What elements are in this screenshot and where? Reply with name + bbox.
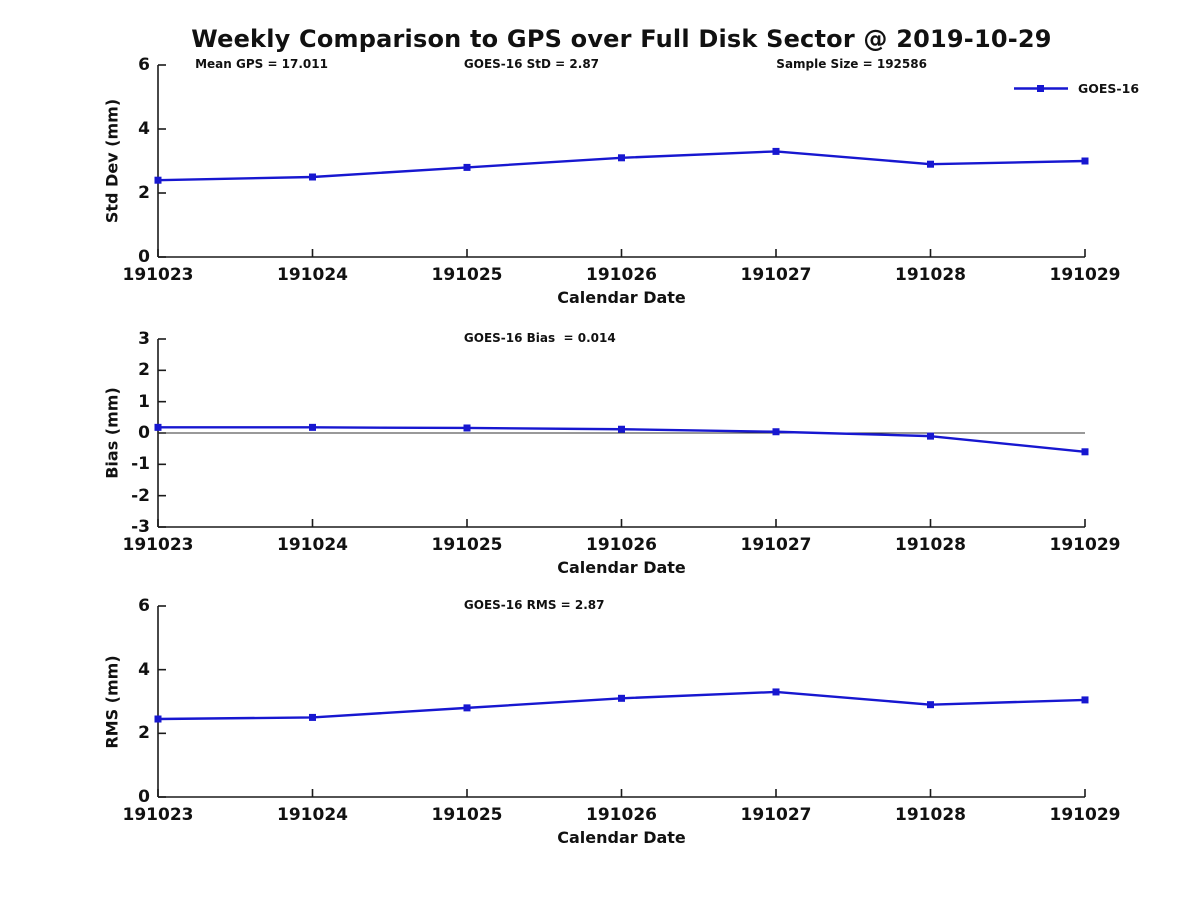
x-tick-label: 191025: [431, 805, 503, 825]
data-point-marker: [772, 147, 780, 155]
y-tick-label: 2: [138, 183, 150, 203]
x-axis-title: Calendar Date: [557, 828, 686, 847]
x-tick-label: 191028: [895, 265, 966, 285]
data-point-marker: [927, 701, 934, 709]
x-tick-label: 191028: [895, 805, 966, 825]
subplot-bias: [154, 338, 1089, 528]
x-tick-label: 191027: [740, 265, 812, 285]
x-tick-label: 191023: [122, 805, 194, 825]
data-point-marker: [927, 432, 934, 440]
legend-line-sample: [1014, 85, 1068, 92]
y-tick-label: 3: [138, 329, 150, 349]
y-tick-label: 1: [138, 391, 150, 412]
x-tick-label: 191023: [122, 265, 194, 285]
x-tick-label: 191028: [895, 535, 966, 555]
x-tick-label: 191026: [586, 805, 657, 825]
data-point-marker: [463, 163, 471, 171]
x-tick-label: 191023: [122, 535, 194, 555]
y-axis-title: Bias (mm): [102, 387, 122, 479]
data-point-marker: [309, 173, 316, 181]
data-point-marker: [618, 425, 625, 433]
x-tick-label: 191025: [431, 265, 503, 285]
x-tick-label: 191029: [1049, 265, 1121, 285]
y-axis-title: RMS (mm): [102, 654, 122, 749]
figure-title: Weekly Comparison to GPS over Full Disk …: [191, 25, 1052, 53]
y-tick-label: -1: [131, 454, 150, 475]
annotation: GOES-16 StD = 2.87: [463, 57, 600, 71]
x-tick-label: 191025: [431, 535, 503, 555]
annotation: GOES-16 RMS = 2.87: [463, 598, 605, 612]
data-point-marker: [154, 423, 162, 431]
y-tick-label: 4: [138, 119, 150, 139]
y-tick-label: -3: [131, 517, 150, 537]
x-tick-label: 191026: [586, 265, 657, 285]
data-point-marker: [927, 160, 934, 168]
y-axis-title: Std Dev (mm): [102, 98, 122, 224]
subplot-rms: [154, 605, 1089, 798]
x-tick-label: 191029: [1049, 535, 1121, 555]
x-axis-title: Calendar Date: [557, 288, 686, 307]
data-point-marker: [463, 704, 471, 712]
annotation: Mean GPS = 17.011: [195, 57, 328, 71]
legend-square-marker-icon: [1037, 85, 1044, 92]
x-axis-title: Calendar Date: [557, 558, 686, 577]
x-tick-label: 191027: [740, 805, 812, 825]
y-tick-label: 6: [138, 596, 150, 616]
annotation: GOES-16 Bias = 0.014: [463, 331, 616, 345]
x-tick-label: 191024: [277, 265, 348, 285]
legend: GOES-16: [1013, 81, 1139, 96]
x-tick-label: 191029: [1049, 805, 1121, 825]
x-tick-label: 191024: [277, 805, 348, 825]
data-point-marker: [309, 713, 316, 721]
data-point-marker: [1081, 696, 1089, 704]
y-tick-label: -2: [131, 485, 150, 506]
y-tick-label: 2: [138, 360, 150, 381]
data-point-marker: [309, 423, 316, 431]
x-tick-label: 191026: [586, 535, 657, 555]
data-point-marker: [772, 688, 780, 696]
y-tick-label: 0: [138, 247, 150, 267]
data-point-marker: [154, 715, 162, 723]
y-tick-label: 6: [138, 55, 150, 75]
y-tick-label: 2: [138, 723, 150, 744]
y-tick-label: 0: [138, 423, 150, 443]
data-point-marker: [1081, 157, 1089, 165]
data-point-marker: [1081, 448, 1089, 456]
y-tick-label: 0: [138, 787, 150, 807]
subplot-std-dev: [154, 64, 1089, 258]
data-point-marker: [463, 424, 471, 432]
x-tick-label: 191024: [277, 535, 348, 555]
data-point-marker: [154, 176, 162, 184]
data-point-marker: [618, 154, 625, 162]
annotation: Sample Size = 192586: [776, 57, 927, 71]
x-tick-label: 191027: [740, 535, 812, 555]
data-point-marker: [772, 428, 780, 436]
legend-label: GOES-16: [1078, 81, 1140, 96]
y-tick-label: 4: [138, 659, 150, 680]
data-point-marker: [618, 694, 625, 702]
